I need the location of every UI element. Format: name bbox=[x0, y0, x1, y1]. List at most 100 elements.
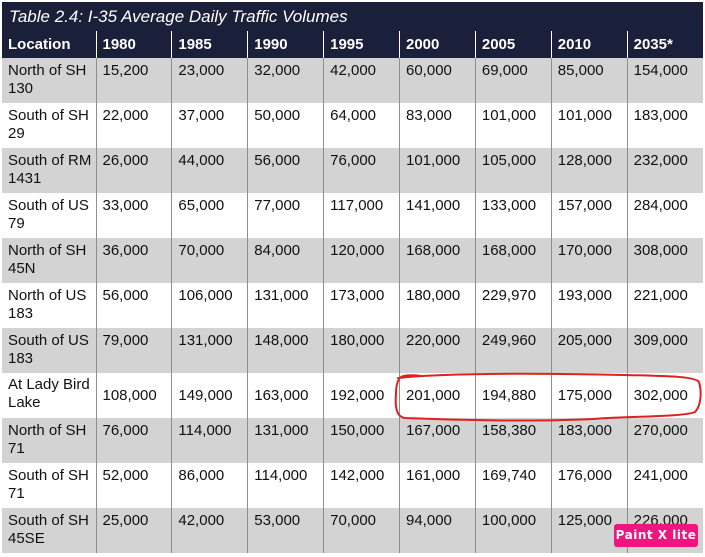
location-cell: North of SH 45N bbox=[2, 238, 97, 283]
column-header-year: 2010 bbox=[551, 31, 628, 58]
volume-cell: 60,000 bbox=[399, 58, 476, 103]
volume-cell: 44,000 bbox=[171, 148, 249, 193]
volume-cell: 308,000 bbox=[627, 238, 703, 283]
volume-cell: 36,000 bbox=[96, 238, 173, 283]
volume-cell: 101,000 bbox=[399, 148, 476, 193]
location-cell: North of SH 71 bbox=[2, 418, 97, 463]
volume-cell: 284,000 bbox=[627, 193, 703, 238]
volume-cell: 161,000 bbox=[399, 463, 476, 508]
volume-cell: 154,000 bbox=[627, 58, 703, 103]
table-row: North of SH 130 15,200 23,000 32,000 42,000 6… bbox=[2, 58, 703, 103]
table-row: North of SH 45N 36,000 70,000 84,000 120,000… bbox=[2, 238, 703, 283]
table-header: Location 1980 1985 1990 1995 2000 2005 2010 2035… bbox=[2, 31, 703, 58]
paint-x-lite-badge: Paint X lite bbox=[614, 524, 698, 547]
volume-cell: 32,000 bbox=[247, 58, 325, 103]
volume-cell: 108,000 bbox=[96, 373, 173, 418]
volume-cell: 101,000 bbox=[475, 103, 552, 148]
volume-cell: 70,000 bbox=[171, 238, 249, 283]
volume-cell: 180,000 bbox=[399, 283, 476, 328]
volume-cell: 163,000 bbox=[247, 373, 325, 418]
volume-cell: 65,000 bbox=[171, 193, 249, 238]
volume-cell: 229,970 bbox=[475, 283, 552, 328]
volume-cell: 131,000 bbox=[247, 283, 325, 328]
volume-cell: 131,000 bbox=[171, 328, 249, 373]
volume-cell: 15,200 bbox=[96, 58, 173, 103]
volume-cell: 249,960 bbox=[475, 328, 552, 373]
volume-cell: 85,000 bbox=[551, 58, 628, 103]
volume-cell: 141,000 bbox=[399, 193, 476, 238]
table-row: South of SH 45SE 25,000 42,000 53,000 70,000… bbox=[2, 508, 703, 553]
column-header-year: 2005 bbox=[475, 31, 552, 58]
volume-cell: 76,000 bbox=[96, 418, 173, 463]
column-header-year: 2035* bbox=[627, 31, 703, 58]
location-cell: North of US 183 bbox=[2, 283, 97, 328]
header-row: Location 1980 1985 1990 1995 2000 2005 2010 2035… bbox=[2, 31, 703, 58]
volume-cell: 131,000 bbox=[247, 418, 325, 463]
volume-cell: 53,000 bbox=[247, 508, 325, 553]
table-row: South of RM 1431 26,000 44,000 56,000 76,000… bbox=[2, 148, 703, 193]
volume-cell: 309,000 bbox=[627, 328, 703, 373]
table-row: At Lady Bird Lake 108,000 149,000 163,000 19… bbox=[2, 373, 703, 418]
volume-cell: 26,000 bbox=[96, 148, 173, 193]
volume-cell: 168,000 bbox=[399, 238, 476, 283]
volume-cell: 192,000 bbox=[323, 373, 400, 418]
volume-cell: 176,000 bbox=[551, 463, 628, 508]
volume-cell: 64,000 bbox=[323, 103, 400, 148]
location-cell: At Lady Bird Lake bbox=[2, 373, 97, 418]
column-header-year: 1985 bbox=[171, 31, 249, 58]
location-cell: South of RM 1431 bbox=[2, 148, 97, 193]
volume-cell: 114,000 bbox=[171, 418, 249, 463]
volume-cell: 183,000 bbox=[627, 103, 703, 148]
table-title: Table 2.4: I-35 Average Daily Traffic Vo… bbox=[2, 2, 703, 31]
column-header-year: 1995 bbox=[323, 31, 400, 58]
volume-cell: 150,000 bbox=[323, 418, 400, 463]
volume-cell: 169,740 bbox=[475, 463, 552, 508]
location-cell: North of SH 130 bbox=[2, 58, 97, 103]
column-header-year: 1990 bbox=[247, 31, 325, 58]
volume-cell: 86,000 bbox=[171, 463, 249, 508]
volume-cell: 84,000 bbox=[247, 238, 325, 283]
volume-cell: 221,000 bbox=[627, 283, 703, 328]
volume-cell: 128,000 bbox=[551, 148, 628, 193]
volume-cell: 302,000 bbox=[627, 373, 703, 418]
volume-cell: 180,000 bbox=[323, 328, 400, 373]
volume-cell: 148,000 bbox=[247, 328, 325, 373]
volume-cell: 194,880 bbox=[475, 373, 552, 418]
traffic-volumes-table: Location 1980 1985 1990 1995 2000 2005 2010 2035… bbox=[2, 31, 703, 553]
volume-cell: 158,380 bbox=[475, 418, 552, 463]
volume-cell: 157,000 bbox=[551, 193, 628, 238]
column-header-location: Location bbox=[2, 31, 97, 58]
volume-cell: 50,000 bbox=[247, 103, 325, 148]
volume-cell: 56,000 bbox=[247, 148, 325, 193]
volume-cell: 70,000 bbox=[323, 508, 400, 553]
volume-cell: 106,000 bbox=[171, 283, 249, 328]
volume-cell: 170,000 bbox=[551, 238, 628, 283]
volume-cell: 23,000 bbox=[171, 58, 249, 103]
volume-cell: 117,000 bbox=[323, 193, 400, 238]
volume-cell: 201,000 bbox=[399, 373, 476, 418]
volume-cell: 83,000 bbox=[399, 103, 476, 148]
volume-cell: 149,000 bbox=[171, 373, 249, 418]
volume-cell: 205,000 bbox=[551, 328, 628, 373]
volume-cell: 133,000 bbox=[475, 193, 552, 238]
table-row: South of SH 71 52,000 86,000 114,000 142,000… bbox=[2, 463, 703, 508]
table-row: South of US 79 33,000 65,000 77,000 117,000 1… bbox=[2, 193, 703, 238]
volume-cell: 173,000 bbox=[323, 283, 400, 328]
volume-cell: 69,000 bbox=[475, 58, 552, 103]
volume-cell: 42,000 bbox=[323, 58, 400, 103]
volume-cell: 42,000 bbox=[171, 508, 249, 553]
volume-cell: 37,000 bbox=[171, 103, 249, 148]
volume-cell: 101,000 bbox=[551, 103, 628, 148]
volume-cell: 114,000 bbox=[247, 463, 325, 508]
volume-cell: 76,000 bbox=[323, 148, 400, 193]
volume-cell: 22,000 bbox=[96, 103, 173, 148]
column-header-year: 1980 bbox=[96, 31, 173, 58]
table-body: North of SH 130 15,200 23,000 32,000 42,000 6… bbox=[2, 58, 703, 553]
location-cell: South of SH 71 bbox=[2, 463, 97, 508]
volume-cell: 142,000 bbox=[323, 463, 400, 508]
volume-cell: 33,000 bbox=[96, 193, 173, 238]
volume-cell: 94,000 bbox=[399, 508, 476, 553]
location-cell: South of SH 45SE bbox=[2, 508, 97, 553]
volume-cell: 241,000 bbox=[627, 463, 703, 508]
